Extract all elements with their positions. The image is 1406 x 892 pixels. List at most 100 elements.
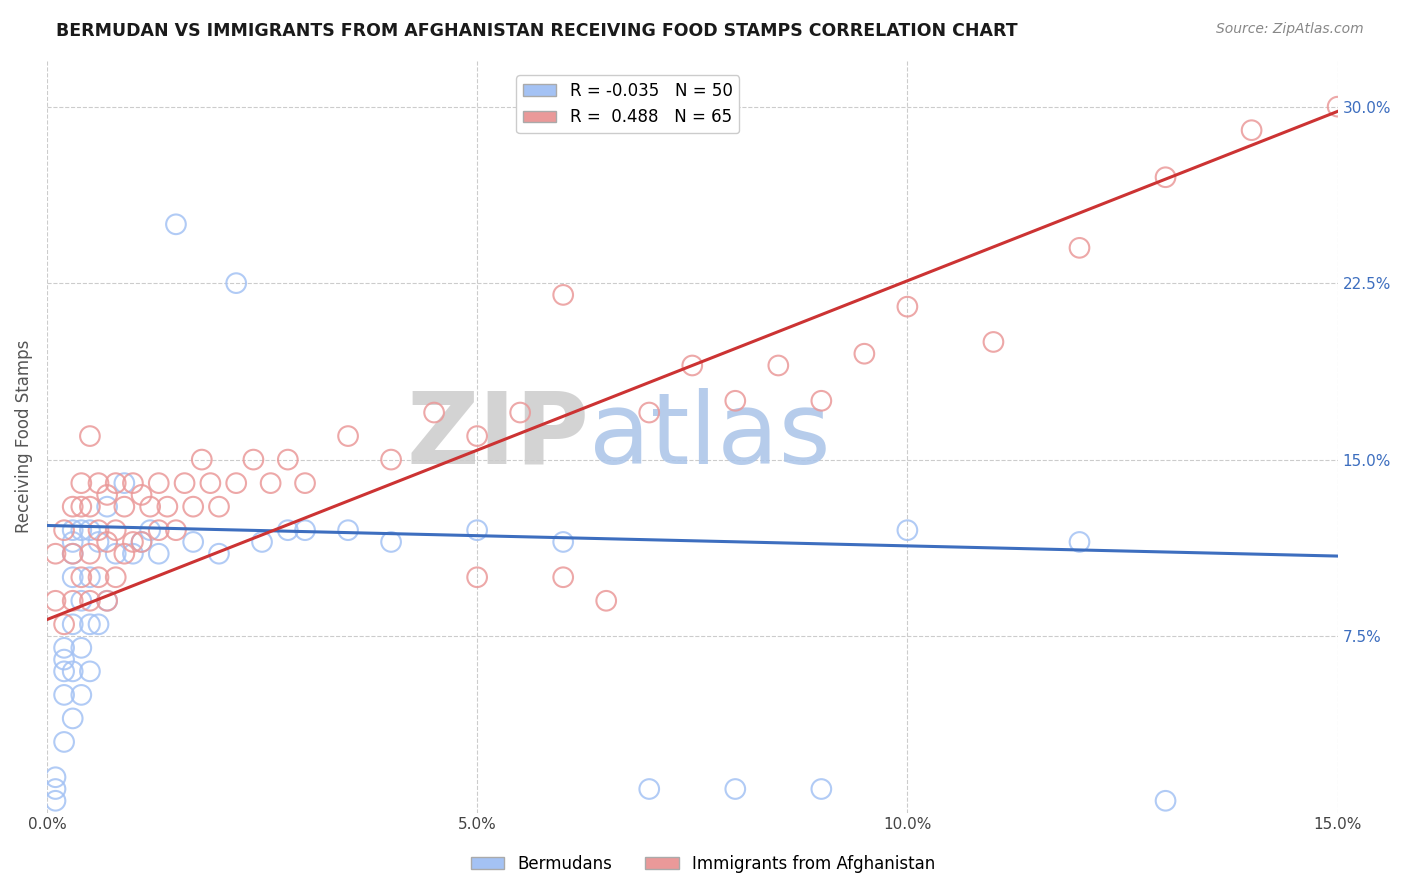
Point bbox=[70, 688, 93, 702]
Point bbox=[79, 594, 101, 608]
Point bbox=[1154, 170, 1177, 185]
Legend: Bermudans, Immigrants from Afghanistan: Bermudans, Immigrants from Afghanistan bbox=[464, 848, 942, 880]
Point bbox=[79, 523, 101, 537]
Point bbox=[96, 488, 118, 502]
Point bbox=[122, 535, 145, 549]
Point bbox=[242, 452, 264, 467]
Point bbox=[250, 535, 273, 549]
Point bbox=[225, 276, 247, 290]
Point bbox=[139, 523, 162, 537]
Point bbox=[181, 535, 204, 549]
Point bbox=[62, 547, 84, 561]
Point bbox=[1069, 535, 1091, 549]
Point bbox=[70, 476, 93, 491]
Point bbox=[1154, 794, 1177, 808]
Point bbox=[131, 535, 153, 549]
Point bbox=[681, 359, 703, 373]
Point bbox=[79, 570, 101, 584]
Point bbox=[1069, 241, 1091, 255]
Legend: R = -0.035   N = 50, R =  0.488   N = 65: R = -0.035 N = 50, R = 0.488 N = 65 bbox=[516, 76, 740, 133]
Point bbox=[509, 405, 531, 419]
Point bbox=[724, 782, 747, 797]
Point bbox=[62, 617, 84, 632]
Point bbox=[53, 640, 76, 655]
Point bbox=[112, 547, 135, 561]
Point bbox=[96, 500, 118, 514]
Point bbox=[87, 523, 110, 537]
Point bbox=[53, 652, 76, 666]
Point bbox=[724, 393, 747, 408]
Point bbox=[139, 500, 162, 514]
Point bbox=[553, 288, 575, 302]
Point bbox=[122, 547, 145, 561]
Point bbox=[165, 523, 187, 537]
Point bbox=[44, 782, 66, 797]
Point bbox=[62, 500, 84, 514]
Point bbox=[62, 594, 84, 608]
Point bbox=[79, 429, 101, 443]
Point bbox=[465, 570, 488, 584]
Point bbox=[259, 476, 281, 491]
Point bbox=[337, 523, 360, 537]
Point bbox=[62, 665, 84, 679]
Point bbox=[1240, 123, 1263, 137]
Point bbox=[62, 711, 84, 725]
Text: atlas: atlas bbox=[589, 387, 831, 484]
Point bbox=[165, 217, 187, 231]
Text: BERMUDAN VS IMMIGRANTS FROM AFGHANISTAN RECEIVING FOOD STAMPS CORRELATION CHART: BERMUDAN VS IMMIGRANTS FROM AFGHANISTAN … bbox=[56, 22, 1018, 40]
Point bbox=[104, 570, 127, 584]
Point bbox=[96, 594, 118, 608]
Point bbox=[595, 594, 617, 608]
Point bbox=[53, 735, 76, 749]
Point bbox=[70, 500, 93, 514]
Point bbox=[53, 665, 76, 679]
Point bbox=[380, 452, 402, 467]
Text: ZIP: ZIP bbox=[406, 387, 589, 484]
Point bbox=[62, 535, 84, 549]
Point bbox=[191, 452, 214, 467]
Point bbox=[148, 547, 170, 561]
Point bbox=[62, 547, 84, 561]
Point bbox=[208, 500, 231, 514]
Point bbox=[131, 535, 153, 549]
Point bbox=[79, 665, 101, 679]
Point bbox=[53, 688, 76, 702]
Point bbox=[156, 500, 179, 514]
Point bbox=[112, 476, 135, 491]
Point bbox=[465, 429, 488, 443]
Point bbox=[423, 405, 446, 419]
Point bbox=[768, 359, 790, 373]
Point bbox=[79, 617, 101, 632]
Point bbox=[96, 594, 118, 608]
Point bbox=[122, 476, 145, 491]
Point bbox=[62, 570, 84, 584]
Point bbox=[1326, 100, 1348, 114]
Point bbox=[87, 617, 110, 632]
Point bbox=[70, 523, 93, 537]
Point bbox=[148, 523, 170, 537]
Point bbox=[87, 570, 110, 584]
Point bbox=[277, 523, 299, 537]
Point bbox=[294, 476, 316, 491]
Point bbox=[96, 535, 118, 549]
Point bbox=[225, 476, 247, 491]
Point bbox=[104, 476, 127, 491]
Point bbox=[810, 393, 832, 408]
Point bbox=[104, 523, 127, 537]
Point bbox=[44, 794, 66, 808]
Point bbox=[181, 500, 204, 514]
Point bbox=[79, 500, 101, 514]
Point bbox=[44, 594, 66, 608]
Point bbox=[173, 476, 195, 491]
Point bbox=[853, 347, 876, 361]
Point bbox=[62, 523, 84, 537]
Point bbox=[380, 535, 402, 549]
Point bbox=[465, 523, 488, 537]
Point bbox=[208, 547, 231, 561]
Point bbox=[983, 334, 1005, 349]
Point bbox=[53, 617, 76, 632]
Point bbox=[131, 488, 153, 502]
Point bbox=[104, 547, 127, 561]
Point bbox=[277, 452, 299, 467]
Point bbox=[810, 782, 832, 797]
